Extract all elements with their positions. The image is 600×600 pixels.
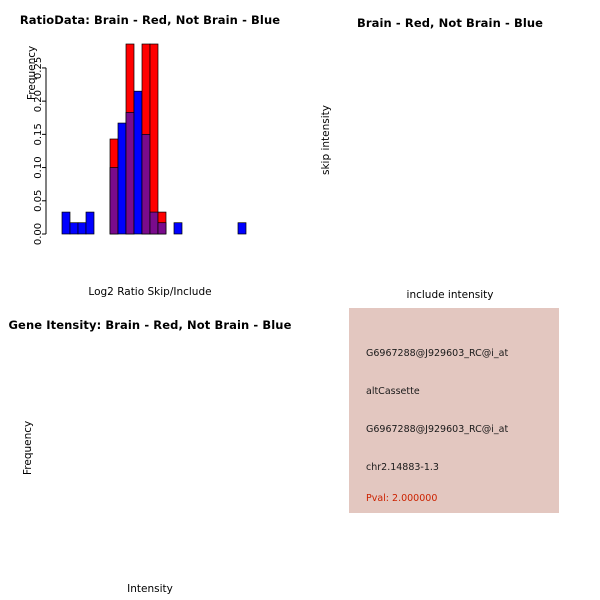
histogram-bar (133, 90, 143, 235)
info-probeset-id: G6967288@J929603_RC@i_at (366, 348, 509, 359)
histogram-bar-overlap (157, 222, 167, 235)
gene-histogram-svg (0, 300, 300, 600)
y-axis-tick-label: 0.05 (33, 190, 44, 212)
ratio-histogram-axes: 0.00 0.05 0.10 0.15 0.20 0.25 (33, 57, 47, 245)
y-axis-tick-label: 0.15 (33, 123, 44, 145)
y-axis-tick-label: 0.20 (33, 90, 44, 112)
histogram-bar (85, 211, 95, 235)
histogram-bar (61, 211, 71, 235)
info-locus: chr2.14883-1.3 (366, 462, 439, 473)
scatter-svg (300, 0, 600, 300)
histogram-bar (69, 222, 79, 235)
panel-gene-info: G6967288@J929603_RC@i_at altCassette G69… (300, 300, 600, 600)
gene-info-box (349, 308, 559, 513)
histogram-bar-overlap (149, 211, 159, 235)
ratio-histogram-title: RatioData: Brain - Red, Not Brain - Blue (19, 13, 281, 27)
histogram-bar (149, 43, 159, 235)
y-axis-tick-label: 0.00 (33, 223, 44, 245)
scatter-title: Brain - Red, Not Brain - Blue (356, 16, 544, 30)
panel-intensity-scatter: Brain - Red, Not Brain - Blue skip inten… (300, 0, 600, 301)
ratio-histogram-ylabel: Frequency (26, 45, 38, 100)
gene-histogram-xlabel: Intensity (127, 583, 173, 595)
ratio-histogram-bars (61, 43, 247, 235)
ratio-histogram-xlabel: Log2 Ratio Skip/Include (88, 286, 212, 298)
gene-histogram-ylabel: Frequency (22, 420, 34, 475)
histogram-bar-overlap (109, 167, 119, 235)
scatter-xlabel: include intensity (406, 289, 494, 301)
y-axis-tick-label: 0.25 (33, 57, 44, 79)
panel-gene-histogram: Gene Itensity: Brain - Red, Not Brain - … (0, 300, 300, 600)
ratio-histogram-svg: 0.00 0.05 0.10 0.15 0.20 0.25 (33, 43, 247, 245)
histogram-bar-overlap (141, 134, 151, 235)
histogram-bar (173, 222, 183, 235)
scatter-ylabel: skip intensity (320, 105, 332, 175)
y-axis-tick-label: 0.10 (33, 156, 44, 178)
info-event-type: altCassette (366, 386, 420, 397)
histogram-bar (237, 222, 247, 235)
gene-histogram-title: Gene Itensity: Brain - Red, Not Brain - … (8, 318, 292, 332)
panel-ratio-histogram: RatioData: Brain - Red, Not Brain - Blue… (0, 0, 300, 300)
info-pval: Pval: 2.000000 (366, 493, 438, 504)
histogram-bar (117, 122, 127, 235)
histogram-bar-overlap (125, 112, 135, 235)
histogram-bar (77, 222, 87, 235)
info-gene-id: G6967288@J929603_RC@i_at (366, 424, 509, 435)
